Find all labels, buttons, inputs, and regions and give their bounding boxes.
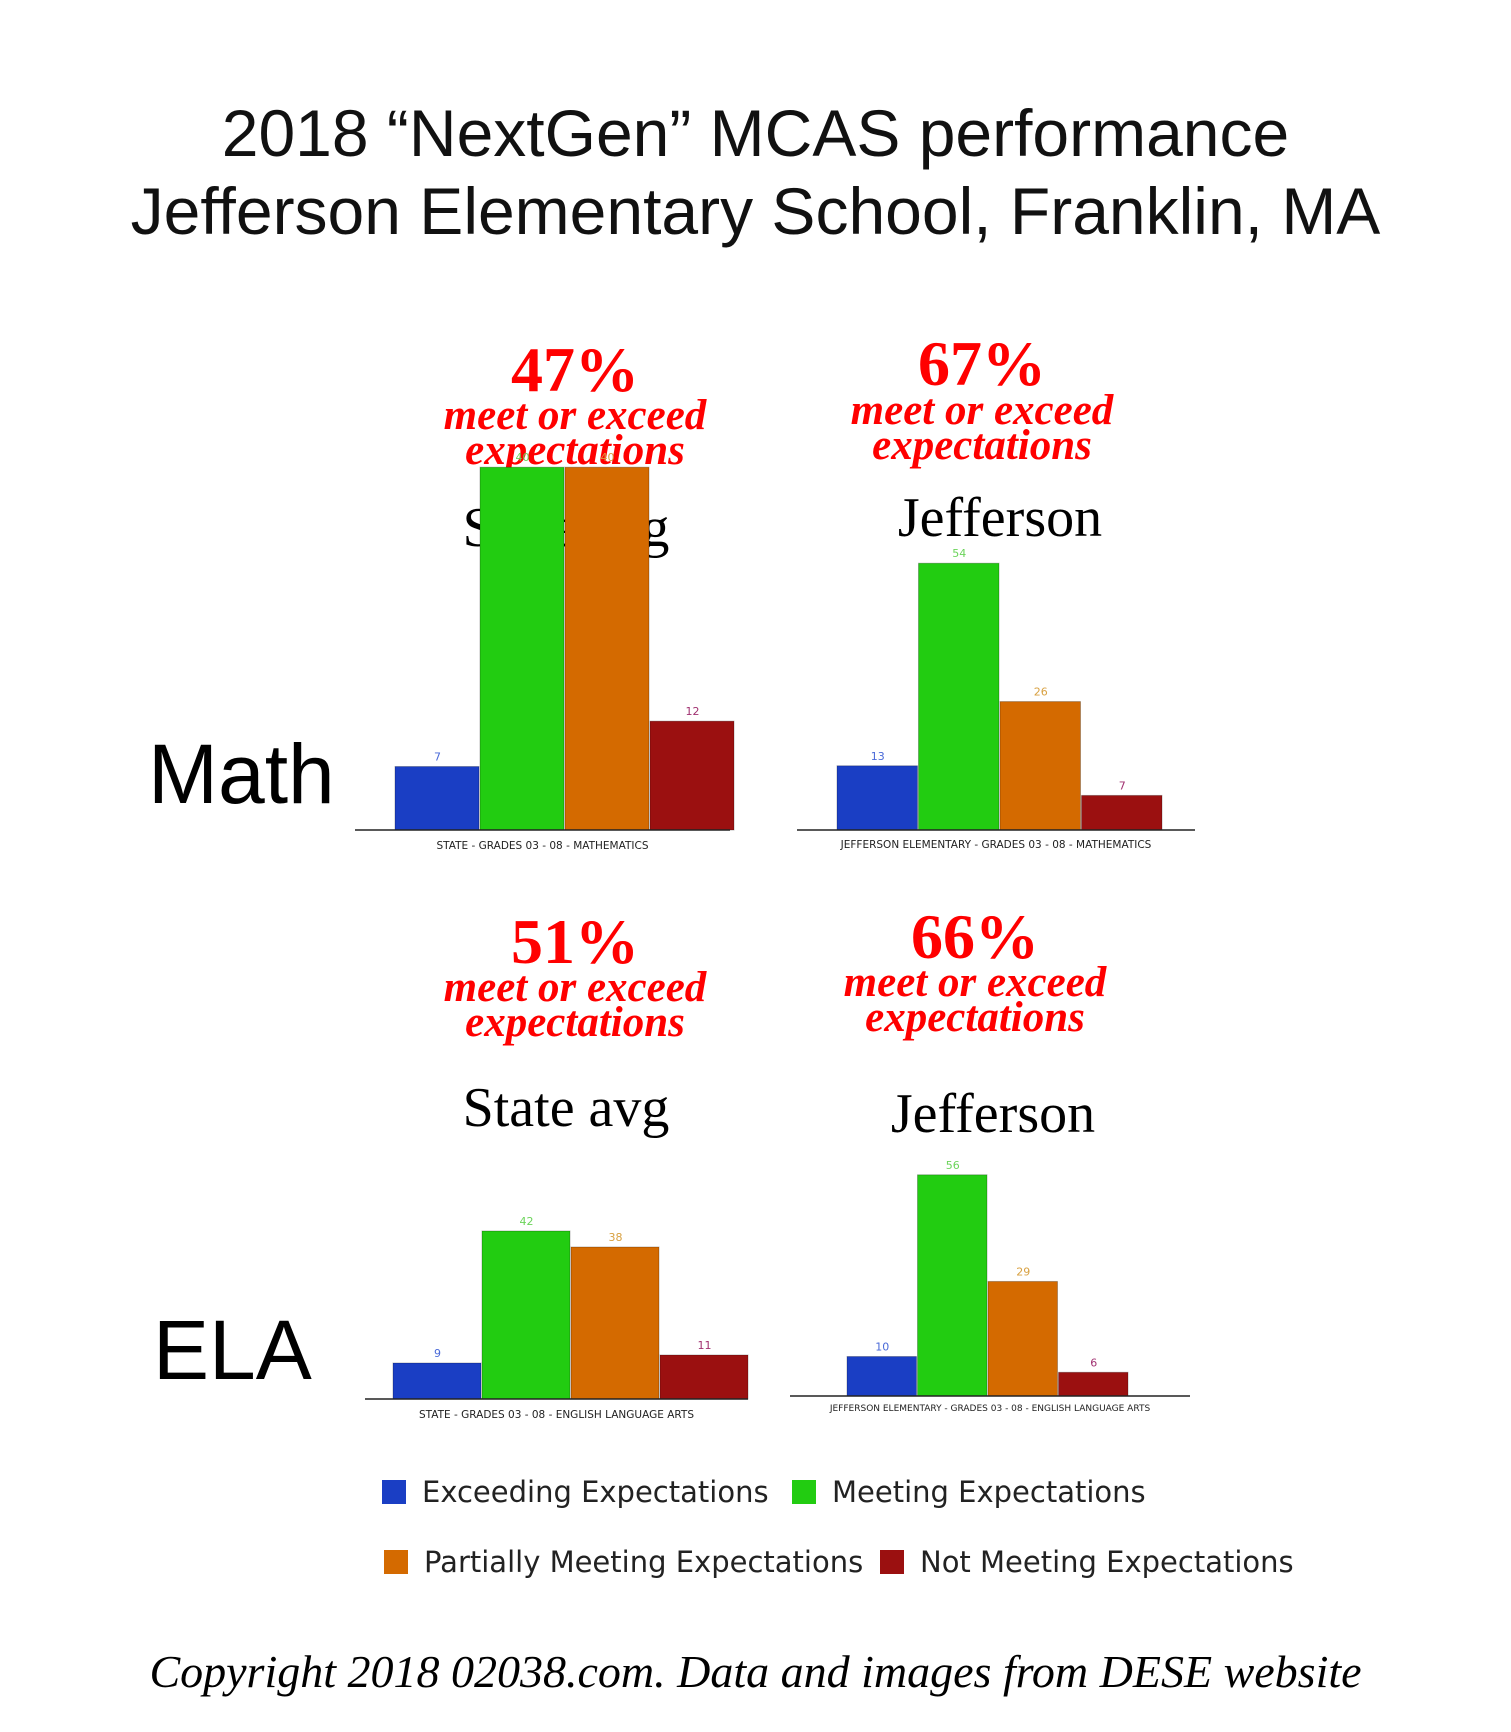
math-state-percent: 47% [511,334,639,405]
legend-label-not-meeting: Not Meeting Expectations [920,1545,1294,1579]
x-axis-label: JEFFERSON ELEMENTARY - GRADES 03 - 08 - … [829,1404,1151,1414]
ela-jefferson-label: Jefferson [890,1083,1096,1145]
bar-not-meeting [649,720,735,831]
ela-jefferson-meet-line1: meet or exceed [843,959,1107,1006]
ela-state-label: State avg [462,1077,670,1139]
ela-state-meet-line1: meet or exceed [443,964,707,1011]
bar-value-label-meeting: 54 [952,547,966,560]
copyright-footer: Copyright 2018 02038.com. Data and image… [149,1646,1362,1697]
bar-meeting [918,562,1000,831]
bar-exceeding [836,765,918,831]
math-state-meet-line1: meet or exceed [443,392,707,439]
bar-value-label-meeting: 42 [520,1215,534,1228]
ela-jefferson-meet-line2: expectations [865,994,1085,1041]
row-label-math: Math [148,727,335,821]
bar-partially [564,466,650,831]
legend-label-exceeding: Exceeding Expectations [422,1475,769,1509]
bar-not-meeting [1058,1371,1129,1397]
math-jefferson-meet-line2: expectations [872,422,1092,469]
x-axis-label: STATE - GRADES 03 - 08 - MATHEMATICS [436,840,648,852]
legend-swatch-partially [384,1550,408,1574]
x-axis-label: JEFFERSON ELEMENTARY - GRADES 03 - 08 - … [840,839,1152,851]
legend-swatch-not-meeting [880,1550,904,1574]
bar-value-label-partially: 26 [1034,686,1048,699]
bar-value-label-partially: 29 [1016,1265,1030,1278]
bar-value-label-exceeding: 10 [875,1341,889,1354]
legend-label-meeting: Meeting Expectations [832,1475,1146,1509]
math-jefferson-label: Jefferson [897,487,1103,549]
row-label-ela: ELA [153,1303,312,1397]
math-jefferson-meet-line1: meet or exceed [850,387,1114,434]
bar-partially [999,701,1081,831]
ela-state-meet-line2: expectations [465,999,685,1046]
page-title-line2: Jefferson Elementary School, Franklin, M… [130,174,1381,248]
bar-value-label-exceeding: 13 [871,750,885,763]
page-title-line1: 2018 “NextGen” MCAS performance [221,96,1290,170]
legend-item-exceeding: Exceeding Expectations [382,1475,769,1509]
legend-label-partially: Partially Meeting Expectations [424,1545,864,1579]
bar-meeting [479,466,565,831]
bar-partially [570,1246,660,1400]
legend-swatch-exceeding [382,1480,406,1504]
legend-item-not-meeting: Not Meeting Expectations [880,1545,1294,1579]
bar-value-label-exceeding: 7 [434,751,441,764]
ela-jefferson-percent: 66% [911,901,1039,972]
bar-not-meeting [1081,794,1163,831]
bar-value-label-exceeding: 9 [434,1347,441,1360]
x-axis-label: STATE - GRADES 03 - 08 - ENGLISH LANGUAG… [419,1409,694,1421]
bar-value-label-not-meeting: 11 [698,1339,712,1352]
math-jefferson-percent: 67% [918,328,1046,399]
ela-state-percent: 51% [511,906,639,977]
bar-exceeding [846,1356,917,1397]
bar-value-label-not-meeting: 7 [1119,779,1126,792]
bar-value-label-not-meeting: 6 [1090,1356,1097,1369]
bar-partially [987,1280,1058,1397]
bar-value-label-partially: 38 [609,1231,623,1244]
legend-item-partially: Partially Meeting Expectations [384,1545,863,1579]
legend-item-meeting: Meeting Expectations [792,1475,1146,1509]
bar-meeting [917,1174,988,1397]
bar-value-label-not-meeting: 12 [686,705,700,718]
math-state-meet-line2: expectations [465,427,685,474]
bar-exceeding [392,1362,482,1400]
bar-value-label-meeting: 56 [946,1159,960,1172]
bar-value-label-meeting: 40 [516,451,530,464]
legend-swatch-meeting [792,1480,816,1504]
bar-value-label-partially: 40 [601,451,615,464]
